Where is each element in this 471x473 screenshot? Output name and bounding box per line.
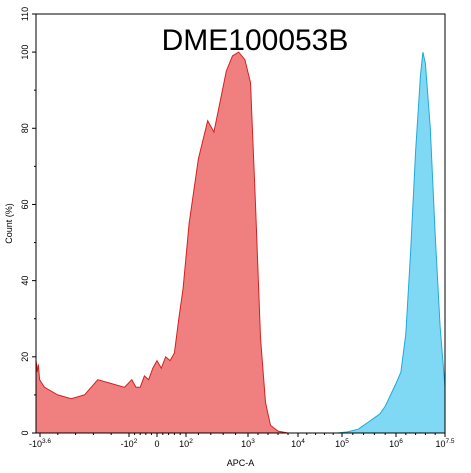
y-tick-label: 0	[20, 430, 30, 435]
y-tick-label: 60	[20, 199, 30, 209]
y-tick-label: 100	[20, 45, 30, 60]
x-tick-label: 107.5	[435, 438, 454, 449]
y-tick-label: 20	[20, 352, 30, 362]
y-axis-ticks: 0 20 40 60 80 100 110	[20, 7, 36, 436]
x-tick-label: 103	[241, 438, 255, 449]
x-tick-label: 102	[179, 438, 193, 449]
x-tick-label: 104	[291, 438, 305, 449]
y-tick-label: 40	[20, 276, 30, 286]
plot-frame	[35, 13, 446, 434]
x-axis-label: APC-A	[227, 458, 255, 468]
series-layer	[35, 51, 446, 434]
x-tick-label: -103.6	[29, 438, 51, 449]
histogram-series-2	[337, 51, 446, 434]
histogram-series-1	[35, 51, 289, 434]
x-tick-label: 105	[335, 438, 349, 449]
x-tick-label: 106	[389, 438, 403, 449]
x-axis-ticks: -103.6 -102 0 102 103 104 105 106 107.5	[29, 433, 455, 449]
chart-title: DME100053B	[162, 24, 349, 57]
y-tick-label: 80	[20, 123, 30, 133]
y-axis-label: Count (%)	[4, 203, 14, 244]
x-tick-label: 0	[154, 439, 159, 449]
y-tick-label: 110	[20, 7, 30, 21]
x-tick-label: -102	[121, 438, 138, 449]
